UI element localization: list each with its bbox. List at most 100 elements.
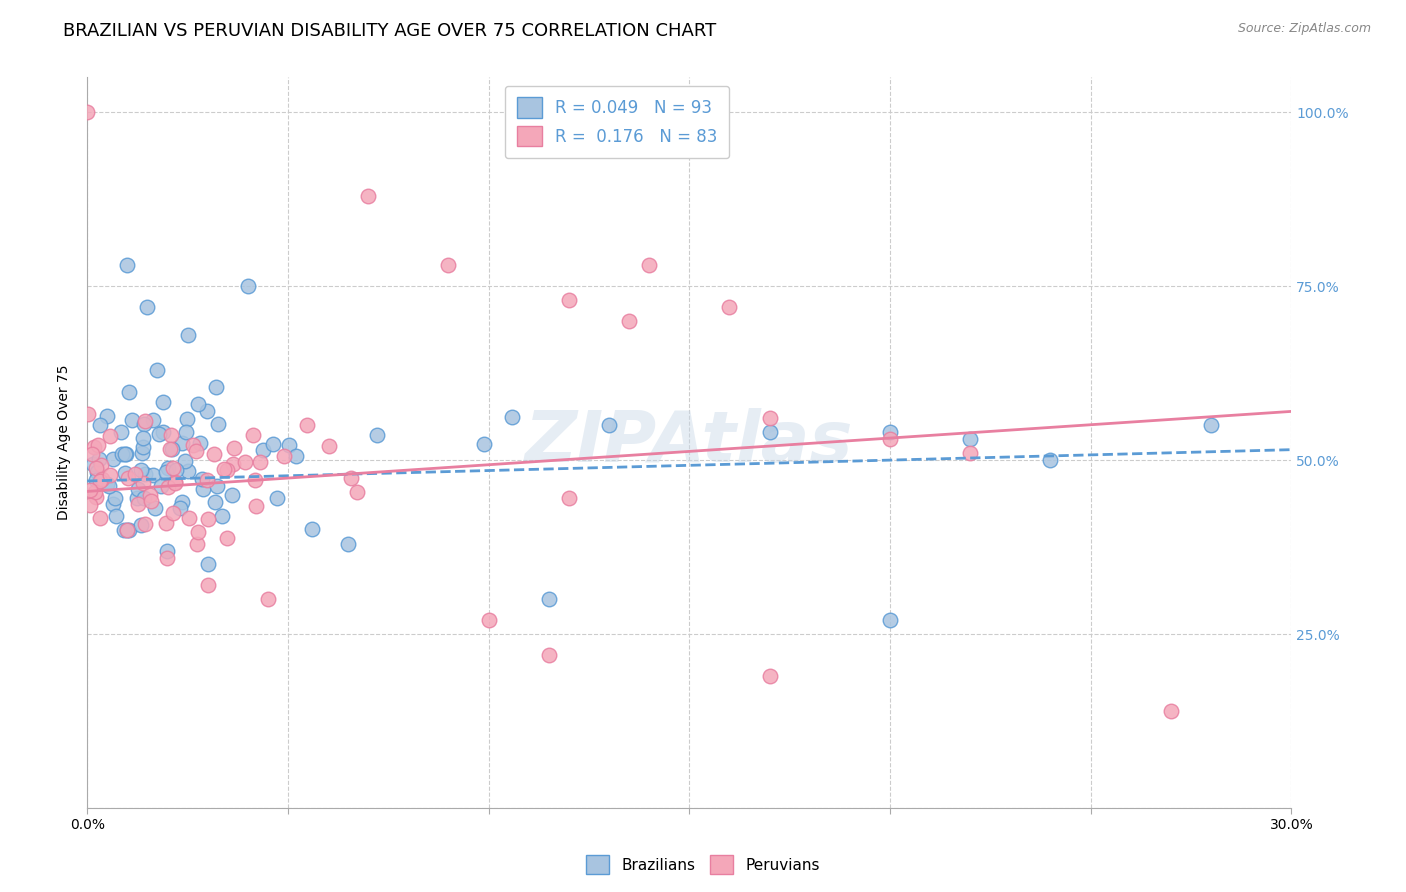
Point <box>197 511 219 525</box>
Point <box>1199 418 1222 433</box>
Point <box>197 578 219 592</box>
Point <box>215 462 238 476</box>
Point <box>152 395 174 409</box>
Point <box>134 414 156 428</box>
Point <box>142 467 165 482</box>
Point <box>89 451 111 466</box>
Point <box>83 440 105 454</box>
Point <box>159 442 181 456</box>
Point <box>87 438 110 452</box>
Point <box>132 431 155 445</box>
Point <box>127 491 149 506</box>
Point <box>118 523 141 537</box>
Point <box>101 497 124 511</box>
Point <box>90 458 112 472</box>
Point <box>82 458 104 472</box>
Point <box>105 508 128 523</box>
Point <box>204 495 226 509</box>
Point <box>117 258 139 272</box>
Point <box>84 461 107 475</box>
Point <box>318 439 340 453</box>
Point <box>127 482 149 496</box>
Point <box>959 446 981 460</box>
Point <box>339 471 361 485</box>
Point <box>121 413 143 427</box>
Point <box>114 447 136 461</box>
Point <box>162 442 184 456</box>
Point <box>252 443 274 458</box>
Point <box>97 479 120 493</box>
Point <box>86 465 108 479</box>
Point <box>142 412 165 426</box>
Point <box>131 446 153 460</box>
Point <box>207 417 229 431</box>
Point <box>114 467 136 481</box>
Point <box>132 491 155 505</box>
Point <box>537 648 560 662</box>
Point <box>163 475 186 490</box>
Point <box>278 438 301 452</box>
Point <box>204 380 226 394</box>
Point <box>98 428 121 442</box>
Point <box>285 449 308 463</box>
Point <box>249 454 271 468</box>
Point <box>155 516 177 531</box>
Point <box>879 425 901 440</box>
Point <box>177 510 200 524</box>
Point <box>295 417 318 432</box>
Point <box>76 105 98 120</box>
Point <box>89 474 111 488</box>
Point <box>165 462 187 476</box>
Point <box>262 436 284 450</box>
Point <box>758 425 780 440</box>
Point <box>236 279 259 293</box>
Point <box>118 384 141 399</box>
Point <box>84 473 107 487</box>
Point <box>129 463 152 477</box>
Point <box>537 592 560 607</box>
Point <box>162 461 184 475</box>
Point <box>598 418 620 433</box>
Point <box>136 300 159 314</box>
Point <box>245 500 267 514</box>
Legend: R = 0.049   N = 93, R =  0.176   N = 83: R = 0.049 N = 93, R = 0.176 N = 83 <box>505 86 730 158</box>
Point <box>357 188 380 202</box>
Point <box>148 427 170 442</box>
Point <box>186 536 208 550</box>
Point <box>1039 453 1062 467</box>
Point <box>176 412 198 426</box>
Point <box>879 432 901 446</box>
Point <box>112 523 135 537</box>
Point <box>187 397 209 411</box>
Point <box>110 425 132 439</box>
Point <box>638 258 661 272</box>
Point <box>146 362 169 376</box>
Point <box>215 531 238 545</box>
Point <box>117 523 139 537</box>
Point <box>96 477 118 491</box>
Text: ZIPAtlas: ZIPAtlas <box>524 409 853 477</box>
Point <box>89 511 111 525</box>
Point <box>91 472 114 486</box>
Point <box>617 314 640 328</box>
Point <box>187 525 209 540</box>
Point <box>145 500 167 515</box>
Point <box>79 498 101 512</box>
Point <box>501 409 523 424</box>
Point <box>155 465 177 479</box>
Point <box>132 440 155 454</box>
Point <box>172 435 194 450</box>
Point <box>174 425 197 439</box>
Point <box>131 475 153 490</box>
Point <box>301 522 323 536</box>
Point <box>111 447 134 461</box>
Point <box>134 467 156 482</box>
Point <box>221 488 243 502</box>
Point <box>195 404 218 418</box>
Point <box>188 435 211 450</box>
Point <box>134 517 156 532</box>
Point <box>191 482 214 496</box>
Point <box>156 461 179 475</box>
Point <box>156 550 179 565</box>
Point <box>184 444 207 458</box>
